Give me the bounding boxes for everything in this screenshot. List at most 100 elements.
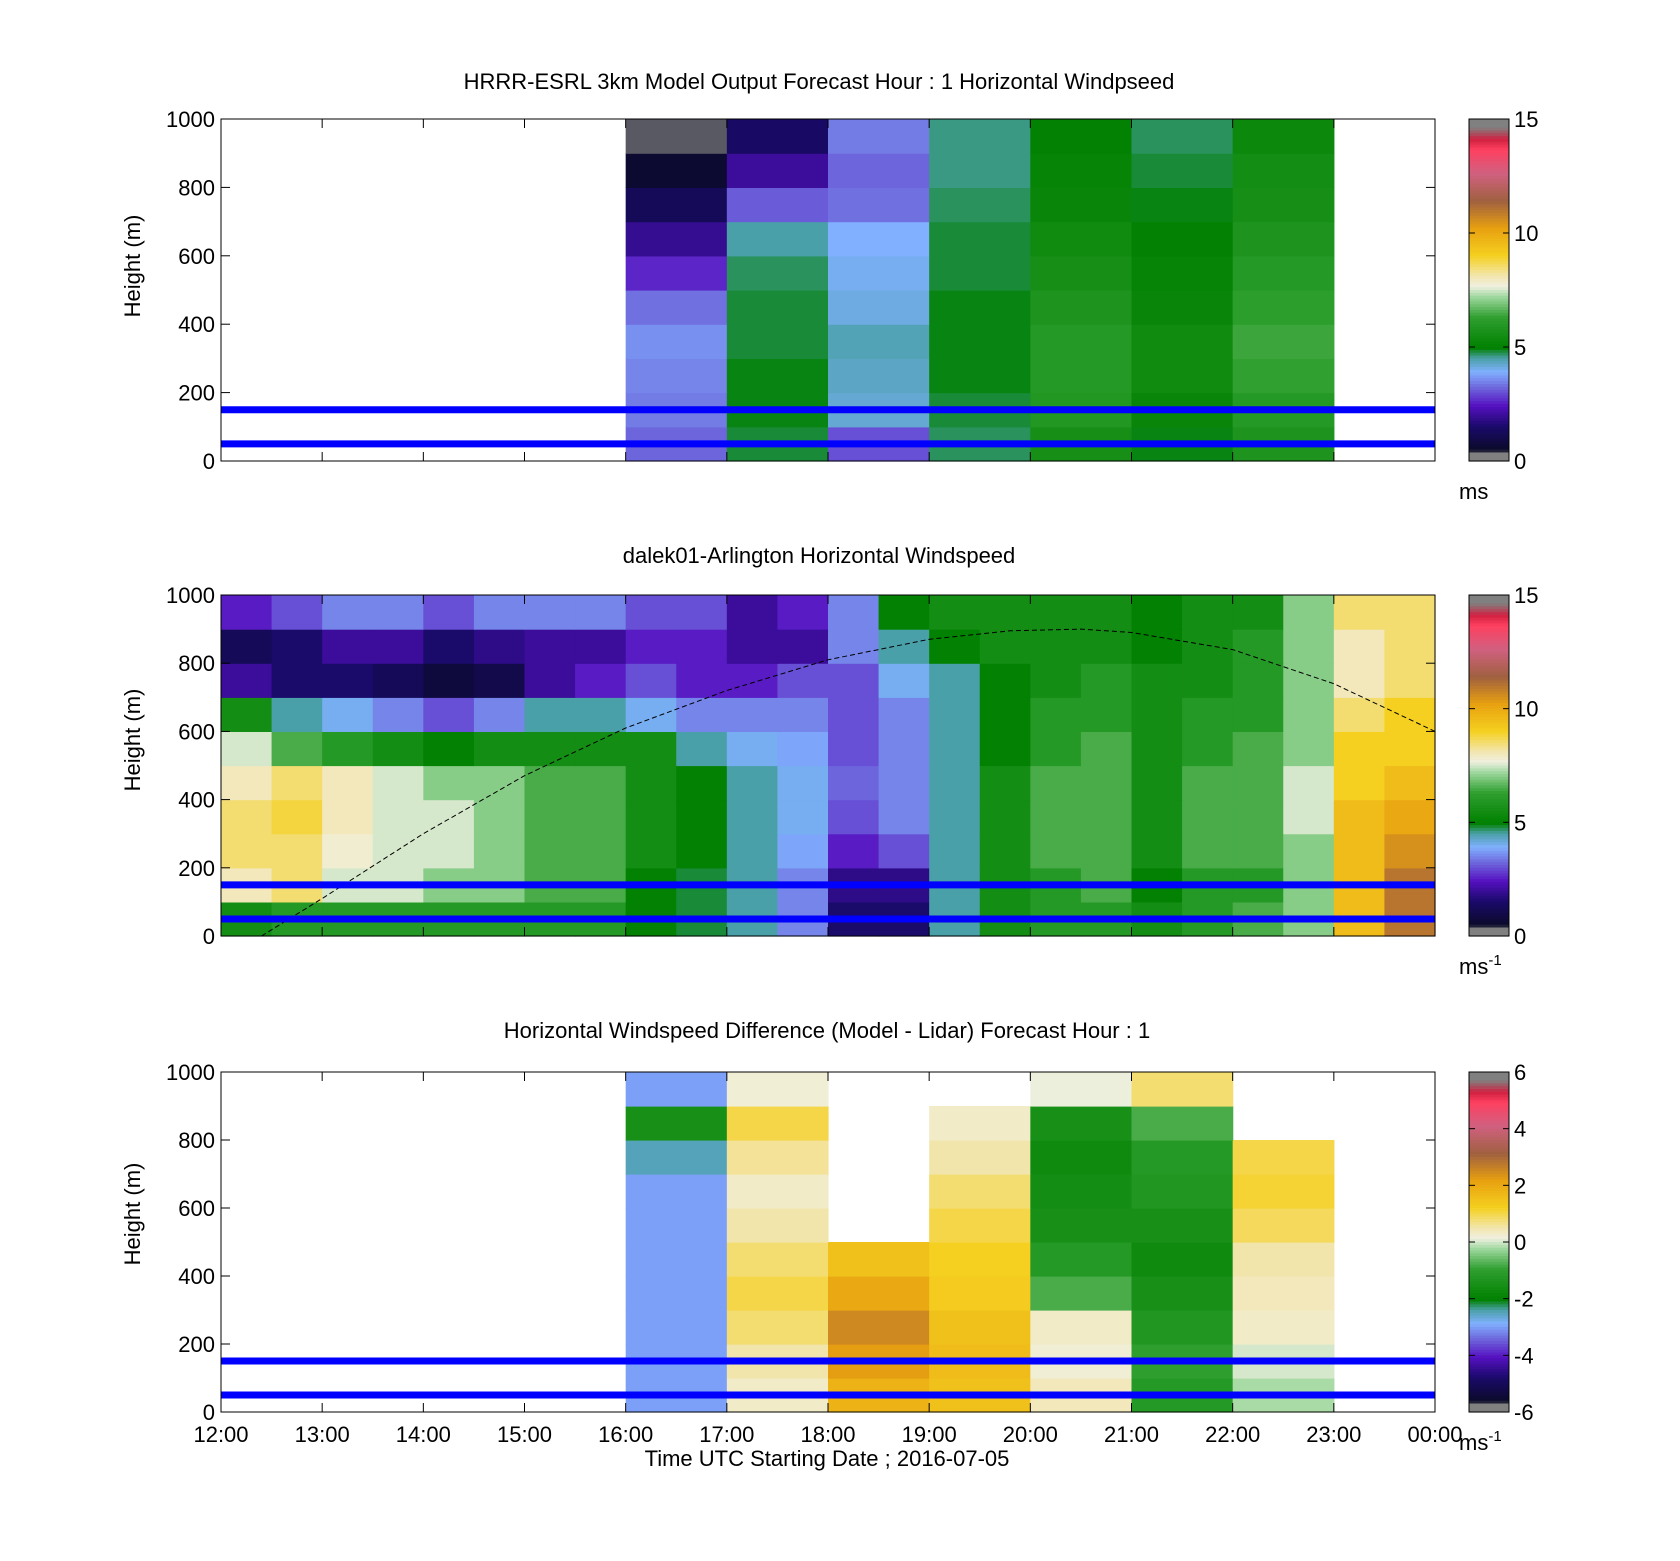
heatmap-cell	[878, 629, 930, 664]
y-tick-label: 200	[178, 856, 215, 881]
colorbar-swatch	[1469, 1208, 1509, 1212]
colorbar-swatch	[1469, 822, 1509, 826]
heatmap-cell	[929, 799, 981, 835]
x-tick-label: 13:00	[295, 1422, 350, 1447]
colorbar-swatch	[1469, 426, 1509, 431]
heatmap-cell	[979, 799, 1031, 835]
heatmap-cell	[1384, 799, 1436, 835]
colorbar-swatch	[1469, 1148, 1509, 1152]
heatmap-cell	[676, 731, 728, 767]
heatmap-cell	[1283, 595, 1335, 630]
heatmap-cell	[828, 358, 930, 394]
colorbar-swatch	[1469, 1304, 1509, 1308]
heatmap-cell	[524, 833, 576, 869]
colorbar-swatch	[1469, 1165, 1509, 1169]
panel-title: HRRR-ESRL 3km Model Output Forecast Hour…	[464, 69, 1175, 94]
colorbar-swatch	[1469, 623, 1509, 627]
heatmap-cell	[1182, 629, 1234, 664]
heatmap-cell	[1080, 799, 1133, 835]
heatmap-cell	[979, 629, 1031, 664]
colorbar-swatch	[1469, 1281, 1509, 1286]
colorbar-swatch	[1469, 913, 1509, 917]
heatmap-cell	[929, 1106, 1031, 1141]
heatmap-cell	[1131, 799, 1183, 835]
heatmap-cell	[1131, 290, 1234, 325]
colorbar-swatch	[1469, 1239, 1509, 1243]
y-tick-label: 800	[178, 651, 215, 676]
colorbar-swatch	[1469, 1329, 1509, 1334]
colorbar-swatch	[1469, 150, 1509, 154]
colorbar-swatch	[1469, 657, 1509, 661]
colorbar-swatch	[1469, 1315, 1509, 1320]
heatmap-cell	[524, 663, 576, 698]
colorbar-swatch	[1469, 184, 1509, 188]
colorbar-swatch	[1469, 1091, 1509, 1096]
heatmap-cell	[828, 1276, 930, 1311]
colorbar-swatch	[1469, 213, 1509, 217]
colorbar-swatch	[1469, 742, 1509, 747]
heatmap-cell	[625, 187, 728, 223]
heatmap-cell	[575, 833, 627, 869]
colorbar-swatch	[1469, 147, 1509, 151]
x-tick-label: 17:00	[699, 1422, 754, 1447]
heatmap-cell	[221, 595, 273, 630]
heatmap-cell	[1131, 1276, 1234, 1311]
heatmap-cell	[372, 731, 424, 767]
colorbar-swatch	[1469, 1137, 1509, 1141]
y-tick-label: 200	[178, 1332, 215, 1357]
heatmap-cell	[271, 799, 323, 835]
colorbar-frame	[1468, 118, 1510, 462]
colorbar-swatch	[1469, 1372, 1509, 1376]
colorbar: 0 5 10 15 ms	[1459, 107, 1538, 504]
colorbar-swatch	[1469, 190, 1509, 194]
colorbar-swatch	[1469, 734, 1509, 738]
colorbar-swatch	[1469, 1205, 1509, 1209]
colorbar-swatch	[1469, 369, 1509, 374]
colorbar-swatch	[1469, 1312, 1509, 1317]
heatmap-cell	[1131, 629, 1183, 664]
colorbar-swatch	[1469, 178, 1509, 183]
heatmap-cell	[1131, 731, 1183, 767]
colorbar-swatch	[1469, 1324, 1509, 1328]
heatmap-cell	[1232, 663, 1284, 698]
colorbar-swatch	[1469, 782, 1509, 786]
heatmap-cell	[878, 799, 930, 835]
colorbar-tick-label: 15	[1514, 583, 1538, 608]
heatmap-cell	[726, 663, 779, 698]
heatmap-cell	[726, 731, 779, 767]
colorbar-swatch	[1469, 887, 1509, 892]
colorbar-swatch	[1469, 796, 1509, 801]
y-tick-label: 400	[178, 312, 215, 337]
x-tick-label: 20:00	[1003, 1422, 1058, 1447]
colorbar-swatch	[1469, 138, 1509, 143]
heatmap-cell	[473, 595, 526, 630]
heatmap-cell	[929, 153, 1031, 188]
y-axis: 0 200 400 600 800 1000	[166, 1060, 1435, 1425]
colorbar-swatch	[1469, 349, 1509, 354]
colorbar-unit-exponent: -1	[1488, 952, 1501, 969]
colorbar-swatch	[1469, 1400, 1509, 1405]
heatmap-cell	[524, 765, 576, 801]
heatmap-cell	[1080, 663, 1133, 698]
colorbar-swatch	[1469, 836, 1509, 840]
heatmap-cell	[676, 595, 728, 630]
colorbar-swatch	[1469, 637, 1509, 642]
colorbar-swatch	[1469, 609, 1509, 613]
colorbar-unit: ms-1	[1459, 952, 1502, 979]
heatmap-cell	[1232, 697, 1284, 732]
colorbar-swatch	[1469, 933, 1509, 937]
colorbar-swatch	[1469, 1361, 1509, 1365]
heatmap-cell	[625, 255, 728, 291]
colorbar-swatch	[1469, 1403, 1509, 1407]
x-axis	[220, 119, 1436, 461]
colorbar-swatch	[1469, 255, 1509, 260]
colorbar-swatch	[1469, 233, 1509, 237]
colorbar-swatch	[1469, 1344, 1509, 1348]
colorbar-swatch	[1469, 643, 1509, 647]
heatmap-cell	[1384, 731, 1436, 767]
heatmap-cell	[625, 358, 728, 394]
heatmap-cell	[1232, 290, 1335, 325]
colorbar-swatch	[1469, 1106, 1509, 1110]
heatmap-cell	[1232, 833, 1284, 869]
colorbar-swatch	[1469, 617, 1509, 622]
